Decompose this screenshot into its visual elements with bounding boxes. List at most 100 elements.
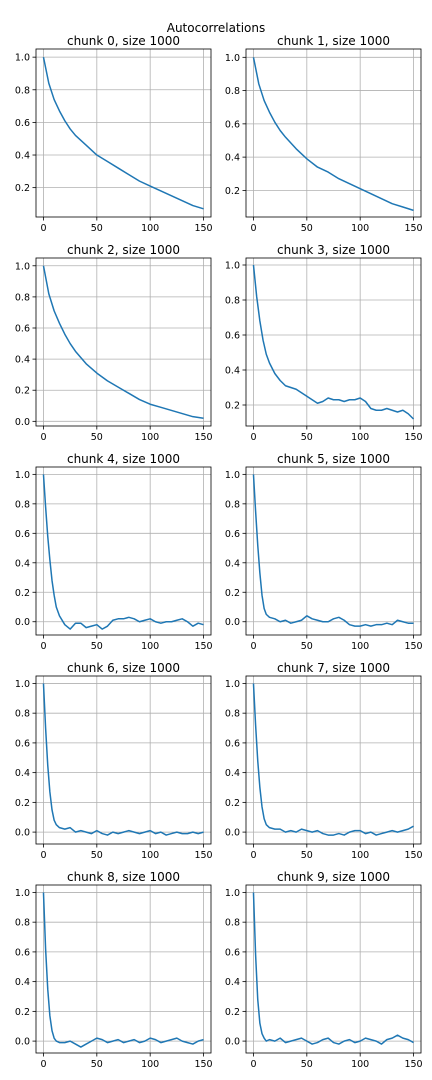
- x-tick-label: 100: [141, 223, 159, 234]
- y-tick-label: 0.8: [15, 292, 30, 303]
- y-tick-label: 0.2: [225, 588, 240, 599]
- x-tick-label: 0: [250, 1059, 256, 1070]
- chart-panel-0: chunk 0, size 1000 0 50 100 150 0.2 0.4 0.6 0.8 1…: [15, 34, 213, 234]
- autocorrelation-series-line: [42, 683, 204, 836]
- autocorrelation-series-line: [42, 265, 204, 419]
- y-tick-label: 1.0: [15, 261, 30, 272]
- axes-frame: [35, 466, 212, 636]
- x-tick-label: 100: [351, 641, 369, 652]
- axes-frame: [245, 884, 422, 1054]
- chart-panel-1: chunk 1, size 1000 0 50 100 150 0.2 0.4 0.6 0.8 1…: [225, 34, 423, 234]
- x-tick-label: 100: [141, 641, 159, 652]
- x-tick-label: 100: [351, 432, 369, 443]
- y-tick-label: 0.8: [15, 85, 30, 96]
- x-tick-label: 0: [250, 223, 256, 234]
- y-tick-label: 1.0: [225, 679, 240, 690]
- chart-title: chunk 3, size 1000: [277, 243, 390, 257]
- y-tick-label: 1.0: [225, 53, 240, 64]
- y-tick-label: 0.4: [15, 977, 30, 988]
- y-tick-label: 0.8: [225, 296, 240, 307]
- chart-title: chunk 4, size 1000: [67, 452, 180, 466]
- x-tick-label: 50: [301, 641, 313, 652]
- y-tick-label: 0.6: [15, 324, 30, 335]
- x-tick-label: 50: [91, 641, 103, 652]
- axes-frame: [35, 257, 212, 427]
- axes-frame: [245, 466, 422, 636]
- y-tick-label: 0.2: [225, 1007, 240, 1018]
- y-tick-label: 1.0: [15, 470, 30, 481]
- y-tick-label: 0.6: [15, 947, 30, 958]
- autocorrelation-series-line: [252, 683, 414, 836]
- chart-title: chunk 9, size 1000: [277, 870, 390, 884]
- chart-panel-7: chunk 7, size 1000 0 50 100 150 0.0 0.2 0.4 0.6 0…: [225, 661, 423, 861]
- y-tick-label: 0.6: [225, 529, 240, 540]
- x-tick-label: 100: [351, 1059, 369, 1070]
- autocorrelation-series-line: [252, 892, 414, 1045]
- y-tick-label: 0.8: [225, 709, 240, 720]
- y-tick-label: 0.0: [225, 617, 240, 628]
- x-tick-label: 50: [301, 432, 313, 443]
- y-tick-label: 0.8: [15, 709, 30, 720]
- y-tick-label: 0.4: [15, 558, 30, 569]
- x-tick-label: 0: [250, 641, 256, 652]
- x-tick-label: 150: [404, 850, 422, 861]
- chart-title: chunk 1, size 1000: [277, 34, 390, 48]
- y-tick-label: 0.6: [15, 738, 30, 749]
- x-tick-label: 50: [301, 223, 313, 234]
- chart-panel-5: chunk 5, size 1000 0 50 100 150 0.0 0.2 0.4 0.6 0…: [225, 452, 423, 652]
- x-tick-label: 150: [404, 223, 422, 234]
- x-tick-label: 0: [40, 1059, 46, 1070]
- chart-title: chunk 6, size 1000: [67, 661, 180, 675]
- autocorrelation-series-line: [42, 892, 204, 1048]
- x-tick-label: 0: [40, 223, 46, 234]
- y-tick-label: 0.4: [225, 558, 240, 569]
- x-tick-label: 150: [194, 1059, 212, 1070]
- chart-title: chunk 2, size 1000: [67, 243, 180, 257]
- y-tick-label: 1.0: [225, 888, 240, 899]
- y-tick-label: 0.0: [15, 1037, 30, 1048]
- y-tick-label: 0.8: [225, 918, 240, 929]
- y-tick-label: 0.6: [225, 738, 240, 749]
- chart-panel-3: chunk 3, size 1000 0 50 100 150 0.2 0.4 0.6 0.8 1…: [225, 243, 423, 443]
- y-tick-label: 0.8: [225, 86, 240, 97]
- x-tick-label: 150: [404, 432, 422, 443]
- autocorrelation-series-line: [42, 57, 204, 210]
- chart-title: chunk 7, size 1000: [277, 661, 390, 675]
- y-tick-label: 0.6: [15, 529, 30, 540]
- x-tick-label: 100: [141, 432, 159, 443]
- y-tick-label: 0.2: [225, 798, 240, 809]
- autocorrelation-series-line: [252, 474, 414, 627]
- x-tick-label: 100: [141, 850, 159, 861]
- y-tick-label: 0.6: [225, 119, 240, 130]
- y-tick-label: 0.8: [225, 499, 240, 510]
- y-tick-label: 0.0: [15, 417, 30, 428]
- axes-frame: [35, 48, 212, 218]
- y-tick-label: 0.2: [15, 183, 30, 194]
- x-tick-label: 150: [194, 223, 212, 234]
- autocorrelation-series-line: [42, 474, 204, 630]
- y-tick-label: 1.0: [15, 53, 30, 64]
- x-tick-label: 0: [40, 641, 46, 652]
- x-tick-label: 50: [91, 223, 103, 234]
- y-tick-label: 0.4: [15, 768, 30, 779]
- autocorrelation-series-line: [252, 57, 414, 212]
- x-tick-label: 50: [91, 1059, 103, 1070]
- chart-panel-8: chunk 8, size 1000 0 50 100 150 0.0 0.2 0.4 0.6 0…: [15, 870, 213, 1070]
- y-tick-label: 0.4: [225, 366, 240, 377]
- y-tick-label: 0.4: [15, 355, 30, 366]
- axes-frame: [245, 257, 422, 427]
- figure-suptitle: Autocorrelations: [167, 21, 266, 35]
- y-tick-label: 0.2: [15, 386, 30, 397]
- chart-title: chunk 5, size 1000: [277, 452, 390, 466]
- chart-panel-9: chunk 9, size 1000 0 50 100 150 0.0 0.2 0.4 0.6 0…: [225, 870, 423, 1070]
- y-tick-label: 0.2: [225, 186, 240, 197]
- x-tick-label: 0: [40, 432, 46, 443]
- y-tick-label: 1.0: [225, 470, 240, 481]
- x-tick-label: 150: [194, 641, 212, 652]
- x-tick-label: 150: [194, 850, 212, 861]
- x-tick-label: 150: [194, 432, 212, 443]
- y-tick-label: 0.4: [225, 768, 240, 779]
- y-tick-label: 0.2: [15, 588, 30, 599]
- x-tick-label: 0: [250, 850, 256, 861]
- y-tick-label: 0.0: [15, 828, 30, 839]
